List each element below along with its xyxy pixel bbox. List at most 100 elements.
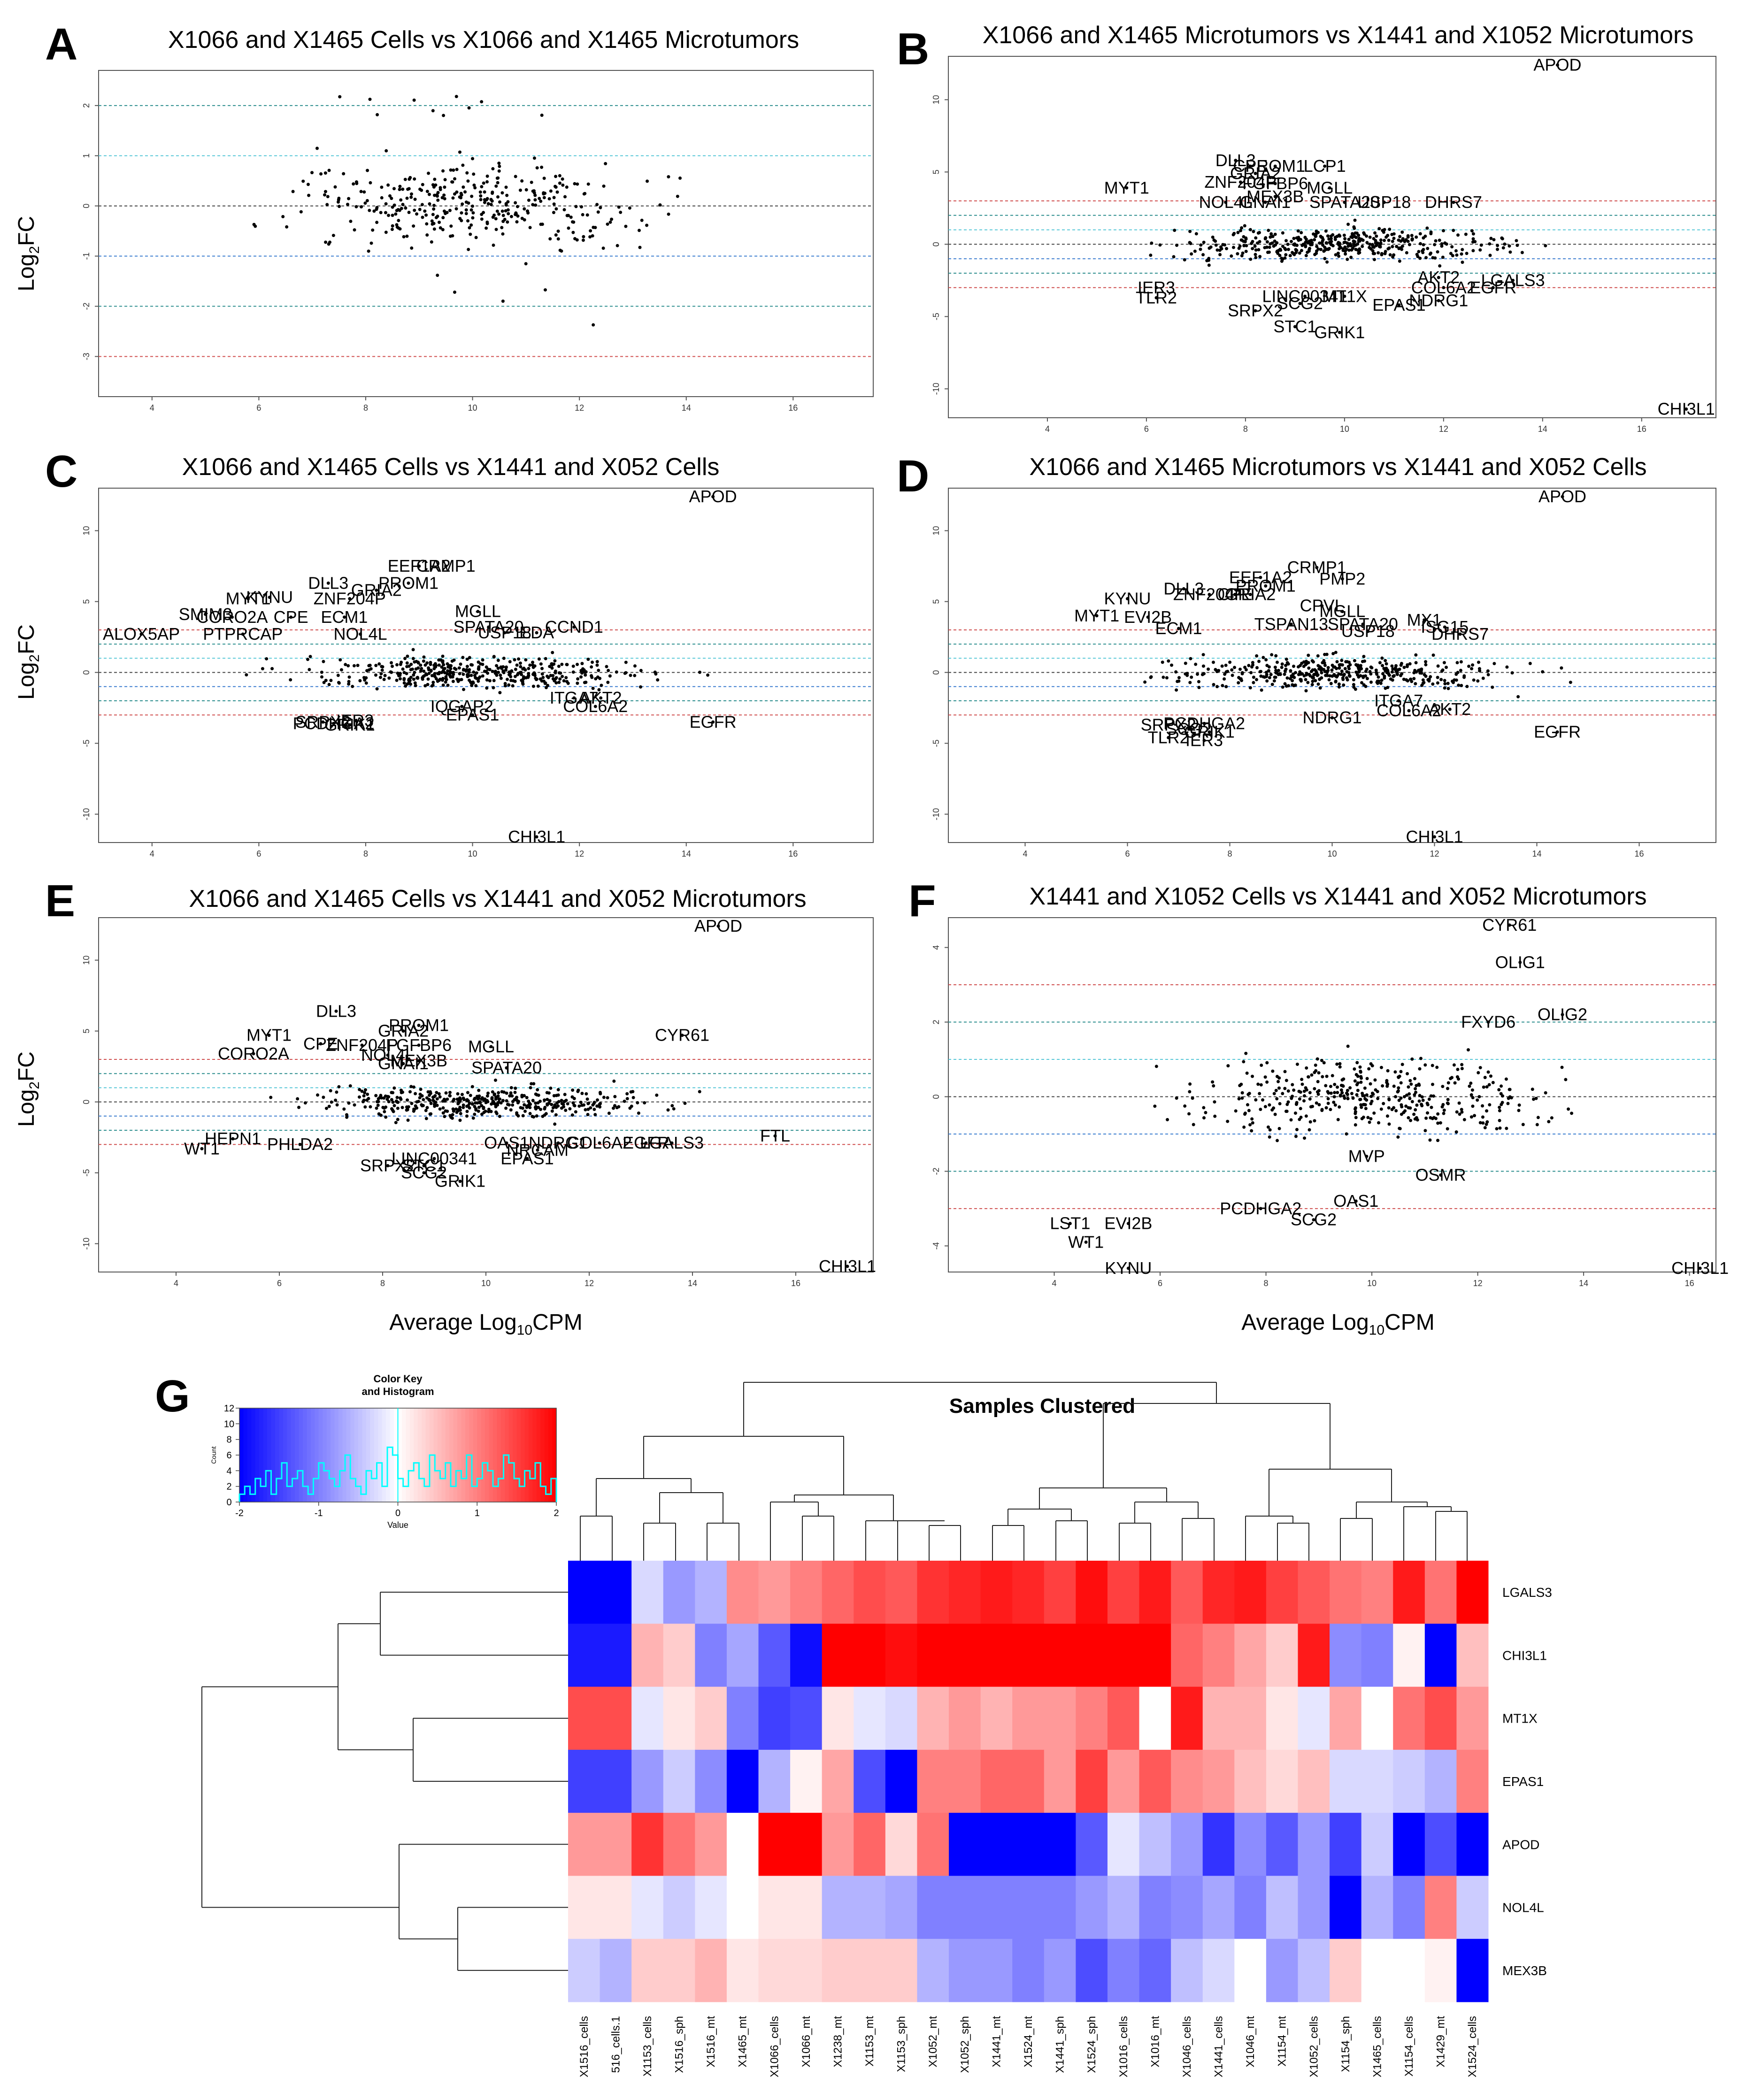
data-point (369, 1105, 372, 1109)
data-point (1486, 669, 1490, 673)
panel-letter-g: G (155, 1371, 190, 1421)
data-point (347, 680, 351, 683)
data-point (1261, 675, 1265, 679)
color-key-gradient-step (263, 1408, 268, 1502)
data-point (1315, 249, 1318, 253)
data-point (1354, 1123, 1357, 1127)
data-point (1333, 1091, 1337, 1095)
data-point (327, 682, 331, 686)
data-point (405, 196, 409, 200)
data-point (397, 219, 400, 222)
data-point (410, 667, 414, 671)
heatmap-cell (1424, 1624, 1457, 1687)
data-point (1431, 1082, 1434, 1086)
data-point (553, 659, 557, 663)
gene-label-myt1: MYT1 (1104, 178, 1149, 197)
data-point (1446, 1081, 1450, 1085)
data-point (562, 208, 566, 212)
data-point (666, 1108, 670, 1112)
gene-point (1343, 294, 1346, 298)
color-key-gradient-step (239, 1408, 244, 1502)
gene-label-linc00341: LINC00341 (1262, 286, 1347, 306)
data-point (1354, 670, 1358, 674)
data-point (497, 1097, 501, 1101)
data-point (1220, 247, 1223, 251)
data-point (573, 237, 577, 241)
data-point (1534, 1096, 1538, 1100)
data-point (335, 1103, 339, 1107)
data-point (1237, 1097, 1241, 1101)
data-point (561, 674, 564, 678)
data-point (1510, 671, 1514, 674)
x-tick-label: 12 (575, 403, 584, 413)
gene-label-epas1: EPAS1 (1372, 295, 1425, 314)
data-point (342, 1107, 346, 1111)
data-point (441, 1106, 445, 1110)
data-point (423, 684, 427, 688)
gene-label-fgfbp6: FGFBP6 (386, 1035, 452, 1055)
data-point (1294, 1103, 1298, 1106)
data-point (501, 220, 505, 223)
data-point (1175, 1096, 1178, 1100)
data-point (504, 185, 508, 189)
data-point (357, 1095, 361, 1099)
data-point (1508, 250, 1512, 254)
heatmap-cell (1044, 1624, 1076, 1687)
gene-label-tlr2: TLR2 (1148, 728, 1189, 747)
color-key-count-label: 12 (224, 1403, 234, 1414)
data-point (1410, 1100, 1414, 1104)
heatmap-cell (885, 1876, 917, 1939)
data-point (431, 1098, 435, 1102)
gene-point (348, 723, 352, 727)
data-point (1322, 1061, 1326, 1065)
data-point (559, 671, 562, 675)
data-point (1304, 1114, 1308, 1118)
data-point (544, 657, 547, 660)
data-point (606, 1096, 609, 1100)
data-point (1446, 687, 1450, 690)
gene-label-olig1: OLIG1 (1495, 952, 1545, 972)
data-point (628, 206, 631, 210)
data-point (550, 1103, 554, 1106)
data-point (1453, 1081, 1457, 1085)
y-tick-label: 10 (82, 526, 91, 536)
data-point (387, 214, 391, 217)
data-point (1485, 1085, 1489, 1089)
gene-point (1248, 593, 1252, 596)
data-point (1252, 675, 1255, 679)
heatmap-cell (1266, 1624, 1298, 1687)
data-point (1478, 1066, 1482, 1070)
gene-point (1273, 195, 1277, 199)
data-point (1467, 665, 1471, 668)
data-point (1560, 1065, 1564, 1069)
color-key-gradient-step (315, 1408, 319, 1502)
data-point (1254, 236, 1258, 240)
data-point (1409, 1082, 1413, 1086)
data-point (505, 1099, 508, 1103)
data-point (1324, 1106, 1328, 1110)
data-point (453, 177, 457, 181)
data-point (374, 673, 377, 677)
data-point (383, 674, 387, 677)
gene-point (401, 1062, 405, 1065)
data-point (1443, 686, 1446, 690)
data-point (1292, 243, 1296, 246)
heatmap-cell (631, 1939, 664, 2002)
data-point (1268, 1103, 1271, 1107)
heatmap-cell (1266, 1686, 1298, 1750)
data-point (485, 180, 489, 184)
data-point (1271, 1069, 1275, 1073)
heatmap-cell (822, 1939, 854, 2002)
data-point (582, 235, 585, 238)
data-point (1345, 247, 1348, 251)
data-point (470, 1085, 474, 1088)
data-point (454, 1107, 458, 1111)
data-point (424, 1109, 428, 1112)
data-point (1473, 1114, 1477, 1118)
data-point (1314, 1063, 1317, 1067)
row-dendrogram-branch (413, 1717, 568, 1782)
data-point (475, 676, 478, 680)
color-key-gradient-step (441, 1408, 446, 1502)
data-point (1377, 675, 1380, 679)
data-point (416, 666, 420, 670)
